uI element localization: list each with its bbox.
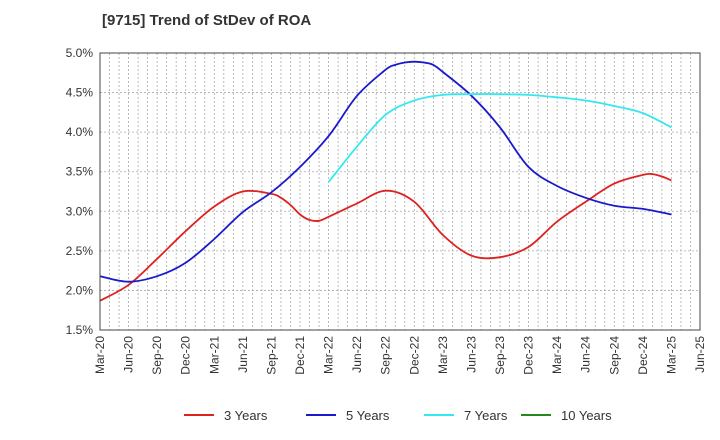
x-tick-label: Mar-23 [436,336,450,374]
x-tick-label: Jun-24 [579,336,593,373]
legend-label: 5 Years [346,408,390,423]
x-tick-label: Jun-23 [464,336,478,373]
y-tick-label: 4.0% [66,125,94,139]
y-tick-label: 3.5% [66,165,94,179]
x-tick-label: Sep-23 [493,336,507,375]
legend-label: 10 Years [561,408,612,423]
y-tick-label: 2.5% [66,244,94,258]
x-tick-label: Dec-20 [179,336,193,375]
series-line-3-years [99,172,672,302]
y-tick-label: 3.0% [66,204,94,218]
x-tick-label: Dec-24 [636,336,650,375]
series-line-7-years [327,93,672,183]
y-tick-label: 5.0% [66,46,94,60]
x-tick-label: Dec-23 [522,336,536,375]
series-layer [99,60,672,302]
x-tick-label: Jun-21 [236,336,250,373]
series-line-5-years [99,60,672,283]
x-tick-label: Jun-20 [122,336,136,373]
plot-frame [99,52,701,331]
x-tick-label: Sep-21 [264,336,278,375]
x-tick-label: Dec-21 [293,336,307,375]
x-tick-label: Mar-24 [550,336,564,374]
x-tick-label: Sep-24 [607,336,621,375]
x-tick-label: Mar-25 [664,336,678,374]
legend-label: 3 Years [224,408,268,423]
y-tick-label: 4.5% [66,86,94,100]
chart-title: [9715] Trend of StDev of ROA [102,12,312,29]
y-axis-ticks: 1.5% 2.0% 2.5% 3.0% 3.5% 4.0% 4.5% 5.0% [66,46,94,337]
x-tick-label: Sep-20 [150,336,164,375]
x-tick-label: Jun-25 [693,336,707,373]
x-tick-label: Jun-22 [350,336,364,373]
x-axis-ticks: Mar-20 Jun-20 Sep-20 Dec-20 Mar-21 Jun-21 Sep-… [93,336,707,375]
y-tick-label: 1.5% [66,323,94,337]
x-tick-label: Mar-21 [207,336,221,374]
x-tick-label: Dec-22 [407,336,421,375]
legend: 3 Years 5 Years 7 Years 10 Years [184,408,612,423]
x-tick-label: Sep-22 [379,336,393,375]
x-tick-label: Mar-22 [322,336,336,374]
y-tick-label: 2.0% [66,283,94,297]
grid-lines [100,52,700,331]
x-tick-label: Mar-20 [93,336,107,374]
legend-label: 7 Years [464,408,508,423]
